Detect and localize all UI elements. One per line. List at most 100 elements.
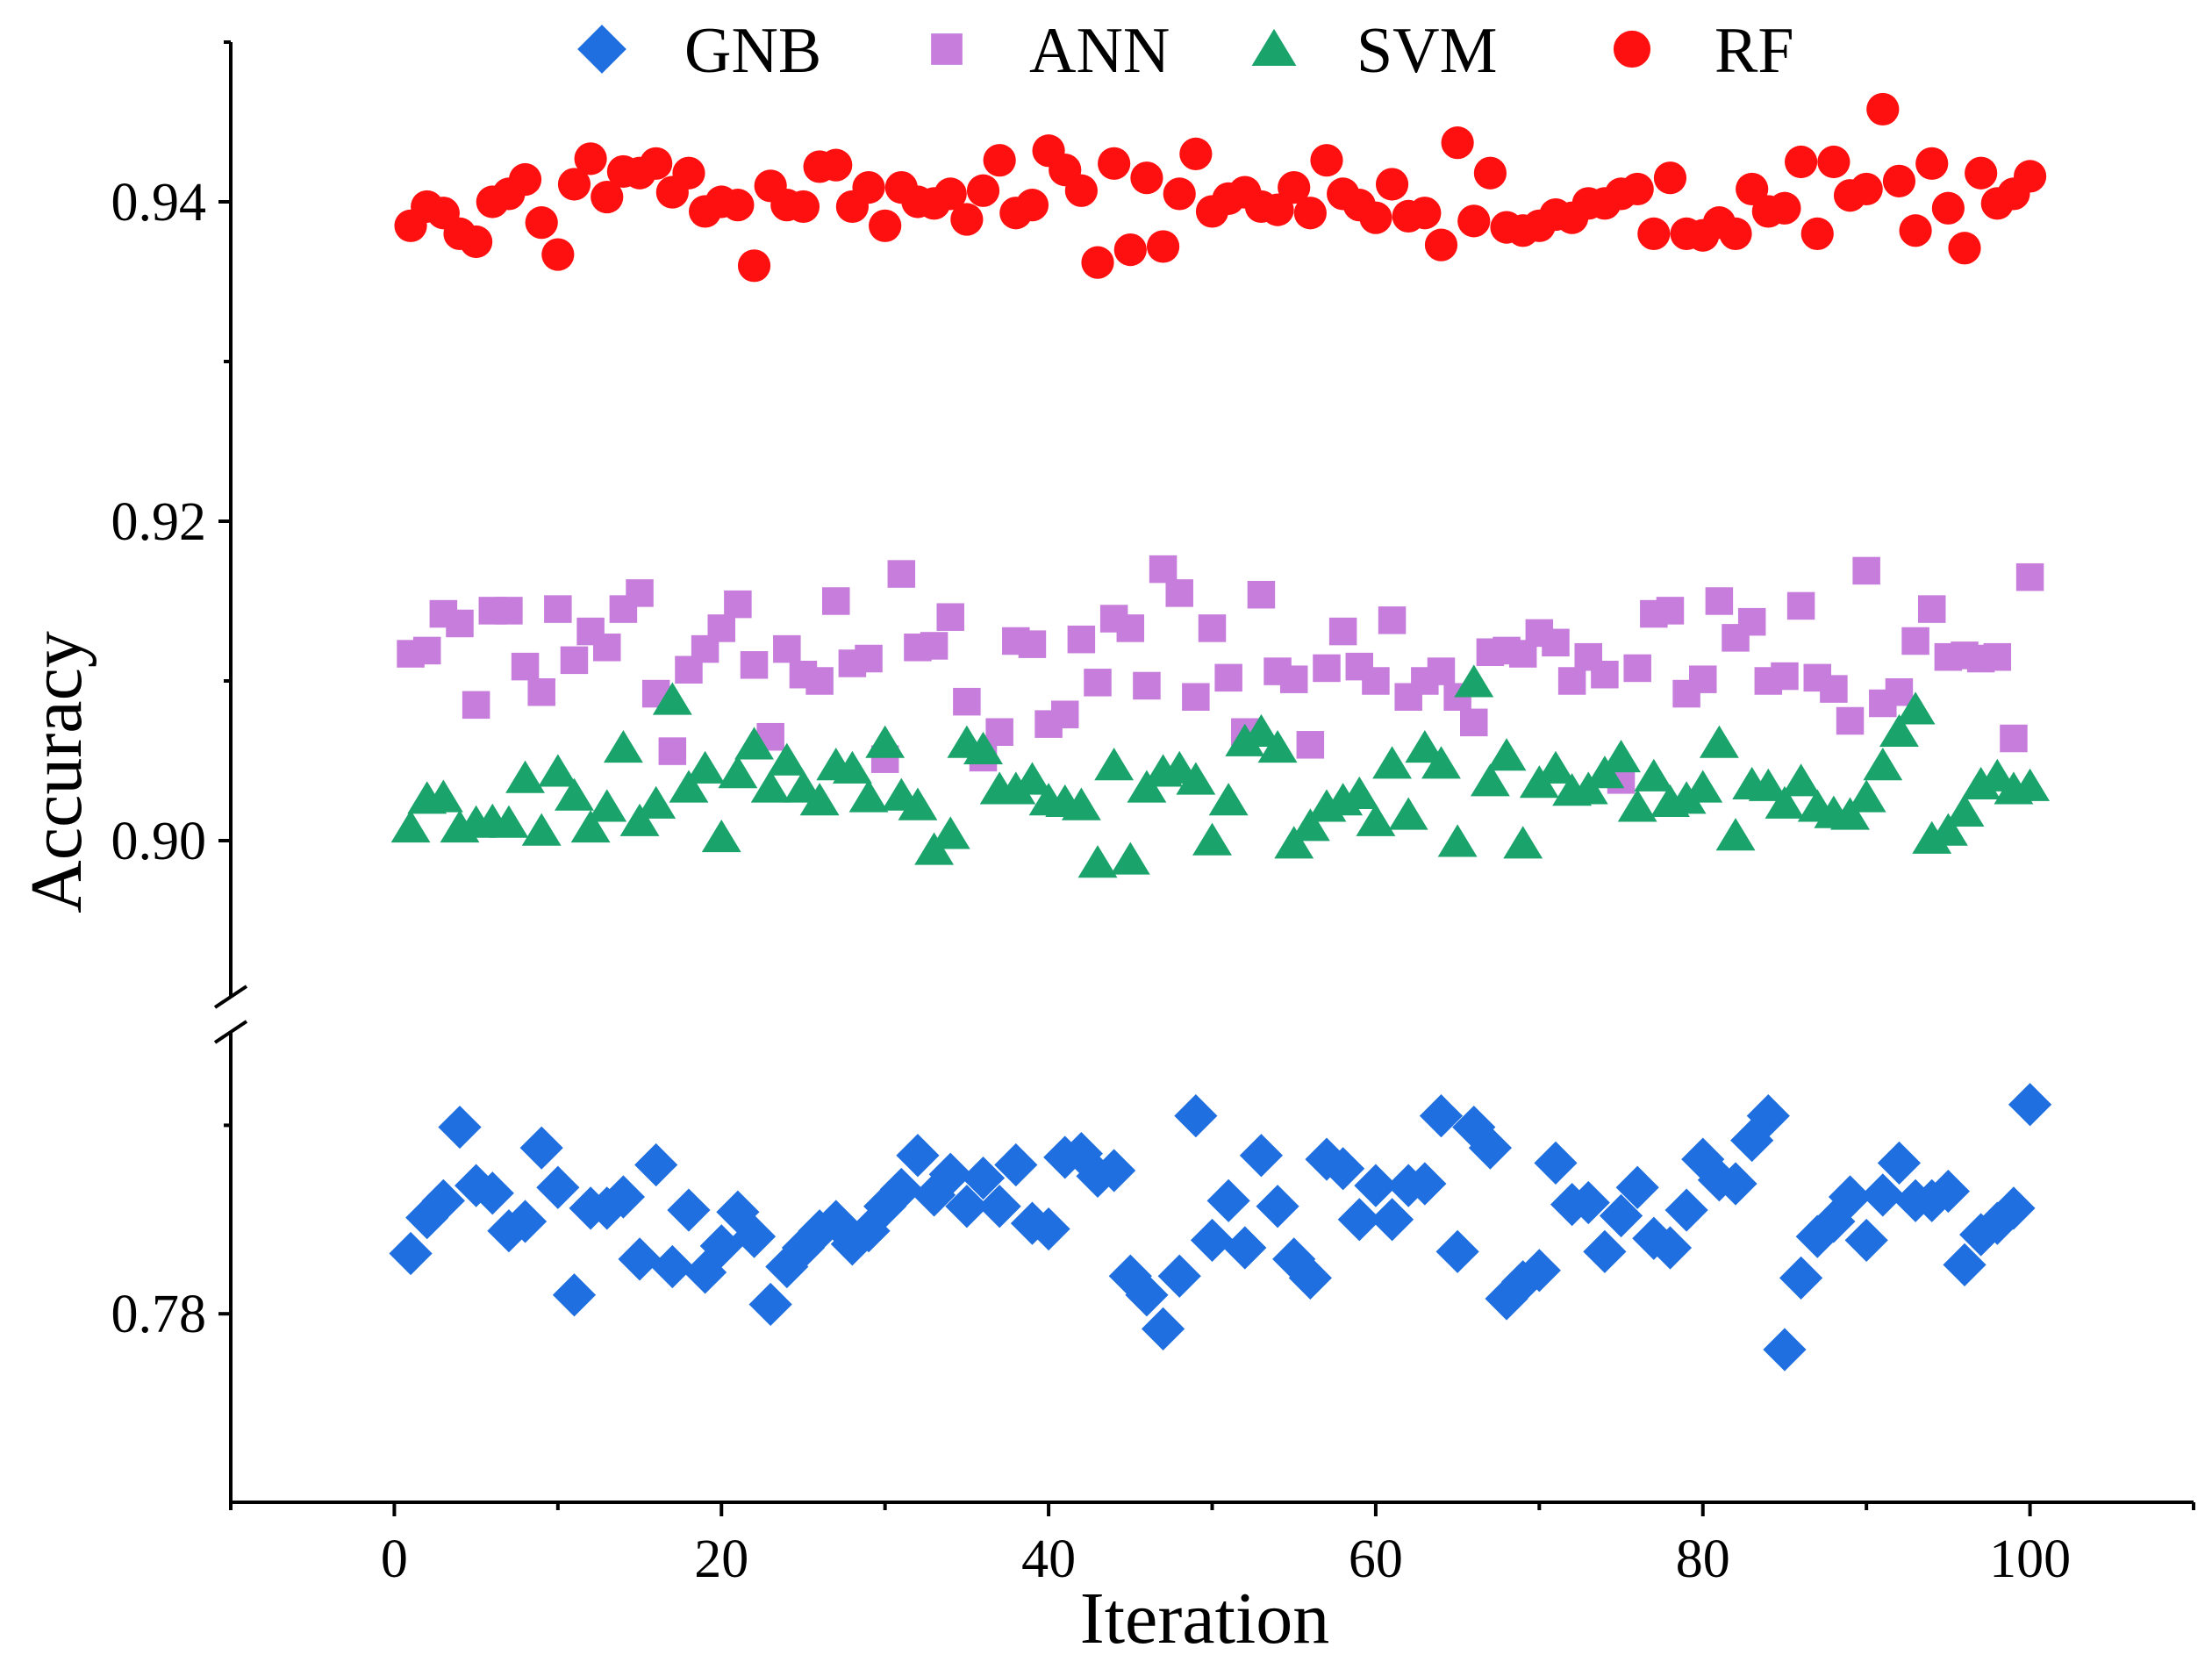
point-gnb: [1092, 1149, 1136, 1193]
point-svm: [1454, 664, 1494, 698]
point-rf: [541, 238, 575, 271]
point-ann: [1165, 579, 1193, 607]
point-rf: [1736, 172, 1769, 206]
point-svm: [390, 810, 431, 843]
series-ann: [397, 555, 2044, 794]
point-svm: [1257, 730, 1298, 763]
point-ann: [953, 687, 981, 716]
point-gnb: [1534, 1141, 1578, 1185]
point-rf: [1931, 191, 1965, 225]
point-ann: [626, 579, 654, 607]
point-rf: [1948, 232, 1981, 265]
point-gnb: [1403, 1162, 1447, 1206]
point-gnb: [1108, 1254, 1152, 1298]
point-ann: [821, 587, 850, 615]
point-ann: [2000, 724, 2028, 753]
point-gnb: [1746, 1094, 1790, 1138]
point-ann: [527, 677, 555, 706]
y-tick-label: 0.90: [111, 812, 207, 871]
point-svm: [1110, 842, 1150, 875]
point-gnb: [879, 1167, 923, 1212]
point-svm: [1241, 713, 1281, 747]
point-gnb: [601, 1175, 645, 1219]
legend-marker-svm: [1251, 28, 1297, 66]
point-rf: [852, 171, 885, 204]
legend-label-gnb: GNB: [684, 15, 821, 87]
point-rf: [950, 203, 984, 236]
point-gnb: [1566, 1180, 1610, 1225]
point-svm: [685, 750, 726, 784]
point-svm: [1846, 779, 1886, 813]
point-svm: [865, 725, 906, 758]
point-ann: [1279, 665, 1308, 693]
point-svm: [996, 771, 1036, 805]
point-svm: [1830, 797, 1870, 830]
point-ann: [1771, 662, 1799, 691]
point-gnb: [716, 1190, 760, 1234]
point-ann: [1133, 671, 1161, 700]
point-svm: [963, 731, 1003, 764]
point-svm: [898, 787, 938, 820]
point-gnb: [977, 1185, 1021, 1228]
point-gnb: [650, 1244, 694, 1289]
point-gnb: [552, 1273, 597, 1317]
point-svm: [1421, 746, 1461, 779]
point-rf: [721, 189, 755, 222]
point-svm: [1601, 739, 1641, 773]
point-rf: [640, 147, 673, 180]
point-ann: [1901, 627, 1929, 655]
point-rf: [1310, 144, 1343, 177]
point-gnb: [1125, 1273, 1169, 1317]
point-rf: [1621, 172, 1654, 206]
point-ann: [1656, 597, 1685, 625]
point-gnb: [1844, 1218, 1888, 1263]
point-gnb: [994, 1143, 1038, 1187]
point-gnb: [1861, 1173, 1905, 1217]
point-ann: [1557, 667, 1586, 695]
point-ann: [1067, 625, 1096, 654]
point-ann: [887, 560, 916, 588]
point-ann: [1885, 677, 1914, 706]
point-svm: [538, 754, 578, 787]
point-ann: [544, 595, 572, 623]
point-svm: [603, 730, 643, 763]
point-svm: [1944, 793, 1985, 827]
point-svm: [1765, 785, 1805, 819]
point-svm: [1274, 826, 1314, 859]
point-rf: [1163, 177, 1196, 211]
point-gnb: [896, 1134, 940, 1178]
point-gnb: [1828, 1175, 1872, 1219]
point-gnb: [2008, 1083, 2052, 1127]
point-svm: [1013, 762, 1052, 795]
point-rf: [1424, 228, 1458, 261]
point-svm: [669, 770, 709, 803]
point-rf: [820, 148, 853, 182]
point-rf: [1850, 172, 1883, 206]
x-axis-title: Iteration: [1080, 1578, 1330, 1659]
point-svm: [1617, 789, 1657, 822]
point-rf: [1293, 197, 1327, 230]
point-ann: [855, 644, 883, 673]
point-svm: [1879, 713, 1919, 747]
point-ann: [1623, 654, 1651, 683]
point-svm: [832, 750, 872, 784]
point-gnb: [1256, 1185, 1299, 1228]
point-svm: [1634, 758, 1674, 792]
point-ann: [740, 651, 769, 679]
y-tick-label: 0.78: [111, 1285, 207, 1344]
point-ann: [446, 609, 474, 638]
x-tick-label: 100: [1989, 1529, 2071, 1589]
point-gnb: [667, 1188, 711, 1232]
point-ann: [724, 590, 752, 619]
point-gnb: [1027, 1207, 1070, 1251]
point-rf: [508, 162, 542, 197]
point-ann: [1362, 667, 1390, 695]
point-svm: [1928, 813, 1968, 846]
point-ann: [1460, 708, 1488, 737]
point-gnb: [1615, 1165, 1659, 1209]
point-gnb: [699, 1224, 743, 1268]
point-svm: [1405, 730, 1445, 763]
point-gnb: [1288, 1256, 1332, 1300]
point-gnb: [470, 1171, 514, 1215]
point-rf: [557, 168, 591, 201]
